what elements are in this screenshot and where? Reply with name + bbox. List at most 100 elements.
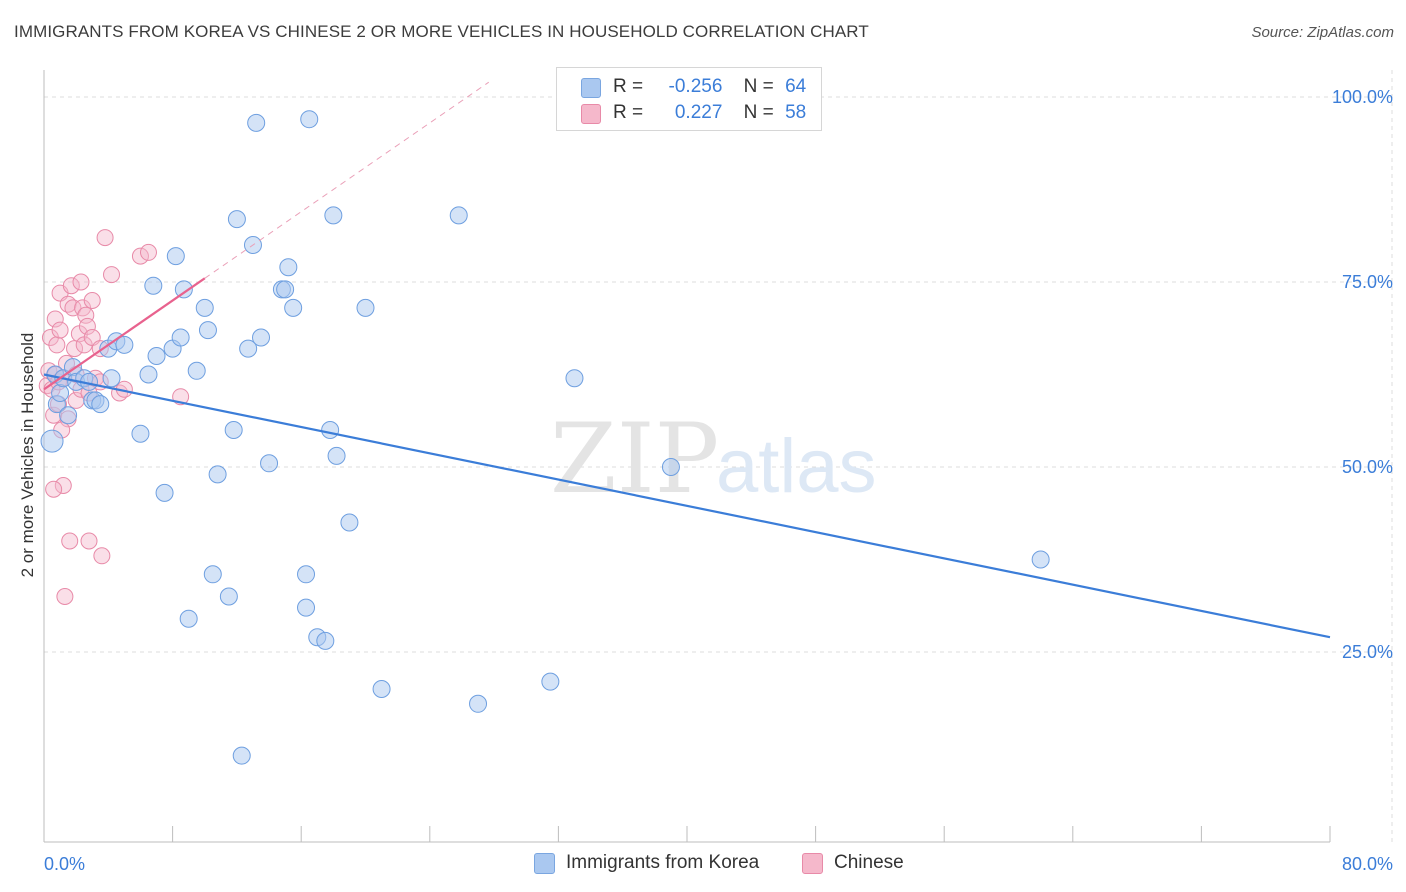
point-korea <box>276 280 295 299</box>
source-label: Source: ZipAtlas.com <box>1251 24 1394 41</box>
legend-r-label: R = <box>613 102 644 123</box>
chart-title: IMMIGRANTS FROM KOREA VS CHINESE 2 OR MO… <box>14 22 869 41</box>
x-tick-label: 0.0% <box>44 854 85 874</box>
point-korea <box>252 328 271 347</box>
point-korea <box>102 369 121 388</box>
point-korea <box>155 483 174 502</box>
point-korea <box>356 298 375 317</box>
point-chinese <box>62 277 80 295</box>
point-korea <box>279 258 298 277</box>
bottom-legend-swatch-chinese <box>802 853 823 874</box>
point-chinese <box>131 247 149 265</box>
legend-n-label: N = <box>743 102 774 123</box>
watermark-zip: ZIP <box>550 403 719 515</box>
trend-lines <box>43 81 1331 639</box>
point-chinese <box>80 532 98 550</box>
point-korea <box>144 276 163 295</box>
point-korea <box>115 335 134 354</box>
point-korea <box>327 446 346 465</box>
point-korea <box>131 424 150 443</box>
point-korea <box>297 565 316 584</box>
point-korea <box>91 395 110 414</box>
point-korea <box>174 280 193 299</box>
point-chinese <box>83 292 101 309</box>
point-korea <box>541 672 560 691</box>
bottom-legend-chinese-label: Chinese <box>834 852 904 873</box>
y-tick-label: 50.0% <box>1342 457 1393 477</box>
point-korea <box>224 421 243 439</box>
tick-labels: 100.0% 75.0% 50.0% 25.0% 0.0% 80.0% <box>44 87 1393 874</box>
point-korea <box>297 598 316 617</box>
watermark-atlas: atlas <box>716 424 877 509</box>
point-korea <box>198 321 217 340</box>
series-korea <box>40 110 1050 765</box>
legend-chinese-r: 0.227 <box>674 102 723 123</box>
y-tick-label: 75.0% <box>1342 272 1393 292</box>
x-tick-label: 80.0% <box>1342 854 1393 874</box>
point-chinese <box>51 321 69 339</box>
point-korea <box>139 365 158 384</box>
point-korea <box>227 210 246 229</box>
point-korea <box>51 384 70 402</box>
point-korea <box>40 429 64 453</box>
point-korea <box>247 113 266 132</box>
trendline-korea <box>43 373 1331 639</box>
point-chinese <box>72 273 90 291</box>
axes <box>43 70 1331 843</box>
point-korea <box>284 298 303 317</box>
point-chinese <box>54 477 72 494</box>
point-korea <box>565 369 584 388</box>
point-korea <box>340 513 359 532</box>
legend-swatch-korea <box>581 78 601 98</box>
legend-korea-r: -0.256 <box>668 76 723 97</box>
bottom-legend-korea-label: Immigrants from Korea <box>566 852 760 873</box>
point-korea <box>171 328 190 347</box>
point-korea <box>195 298 214 317</box>
point-korea <box>260 454 279 473</box>
legend-korea-n: 64 <box>785 76 807 97</box>
point-chinese <box>64 299 82 317</box>
point-korea <box>449 206 468 225</box>
legend-swatch-chinese <box>581 104 601 124</box>
point-korea <box>321 421 340 439</box>
point-chinese <box>46 310 64 328</box>
point-korea <box>179 609 198 628</box>
point-chinese <box>77 306 95 324</box>
point-korea <box>166 247 185 266</box>
point-korea <box>316 631 335 650</box>
point-korea <box>469 694 488 713</box>
legend-n-label: N = <box>743 76 774 97</box>
point-korea <box>219 587 238 606</box>
point-chinese <box>96 229 114 247</box>
point-korea <box>661 458 680 476</box>
point-chinese <box>78 317 96 335</box>
y-tick-label: 100.0% <box>1332 87 1393 107</box>
point-korea <box>372 680 391 698</box>
point-chinese <box>56 588 74 605</box>
point-chinese <box>48 336 66 354</box>
legend-r-label: R = <box>613 76 644 97</box>
point-korea <box>239 339 258 358</box>
trendline-chinese <box>43 277 206 391</box>
point-korea <box>59 406 78 425</box>
point-korea <box>187 361 206 380</box>
y-tick-label: 25.0% <box>1342 642 1393 662</box>
point-korea <box>208 465 227 484</box>
point-chinese <box>61 532 79 550</box>
correlation-legend: R = -0.256 N = 64 R = 0.227 N = 58 <box>556 67 822 131</box>
point-korea <box>147 347 166 365</box>
trendline-chinese-extension <box>204 81 490 279</box>
point-chinese <box>103 266 121 284</box>
y-axis-label: 2 or more Vehicles in Household <box>18 332 37 578</box>
point-korea <box>232 746 251 765</box>
point-chinese <box>139 243 157 261</box>
watermark: ZIP atlas <box>550 403 877 515</box>
point-korea <box>203 565 222 584</box>
point-korea <box>324 206 343 225</box>
point-korea <box>300 110 319 129</box>
legend-chinese-n: 58 <box>785 102 807 123</box>
bottom-legend-swatch-korea <box>534 853 555 874</box>
point-chinese <box>93 547 111 565</box>
point-chinese <box>45 480 63 498</box>
